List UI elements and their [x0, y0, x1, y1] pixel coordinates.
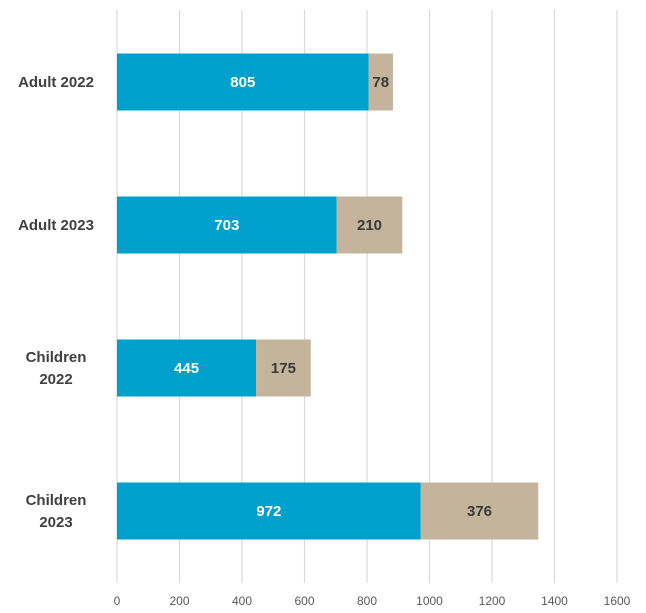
x-tick-label: 400 [232, 594, 252, 608]
x-axis-ticks: 0 200 400 600 800 1000 1200 1400 1600 [114, 594, 631, 608]
category-label: Children [26, 349, 87, 366]
bar-segment [117, 53, 369, 111]
bar-segment [368, 53, 393, 111]
data-label: 376 [467, 503, 492, 520]
bar-segment [336, 196, 403, 254]
data-label: 78 [372, 74, 389, 91]
bar-segment [117, 339, 257, 397]
bar-segment [117, 196, 337, 254]
x-tick-label: 1400 [541, 594, 568, 608]
x-tick-label: 800 [357, 594, 377, 608]
x-tick-label: 600 [294, 594, 314, 608]
x-tick-label: 200 [169, 594, 189, 608]
data-label: 445 [174, 360, 199, 377]
x-tick-label: 0 [114, 594, 121, 608]
bars [117, 53, 539, 540]
bar-segment [256, 339, 311, 397]
category-label: Adult 2023 [18, 217, 94, 234]
data-label: 175 [271, 360, 296, 377]
category-label: Children [26, 492, 87, 509]
x-tick-label: 1600 [604, 594, 631, 608]
data-label: 805 [230, 74, 255, 91]
category-label: Adult 2022 [18, 74, 94, 91]
category-label: 2023 [39, 514, 72, 531]
data-label: 703 [214, 217, 239, 234]
data-label: 972 [256, 503, 281, 520]
x-tick-label: 1200 [479, 594, 506, 608]
x-tick-label: 1000 [416, 594, 443, 608]
data-label: 210 [357, 217, 382, 234]
data-labels: 805 78 703 210 445 175 972 376 [174, 74, 492, 520]
bar-segment [117, 482, 421, 540]
bar-segment [420, 482, 539, 540]
category-label: 2022 [39, 371, 72, 388]
category-labels: Adult 2022 Adult 2023 Children 2022 Children… [18, 74, 94, 531]
